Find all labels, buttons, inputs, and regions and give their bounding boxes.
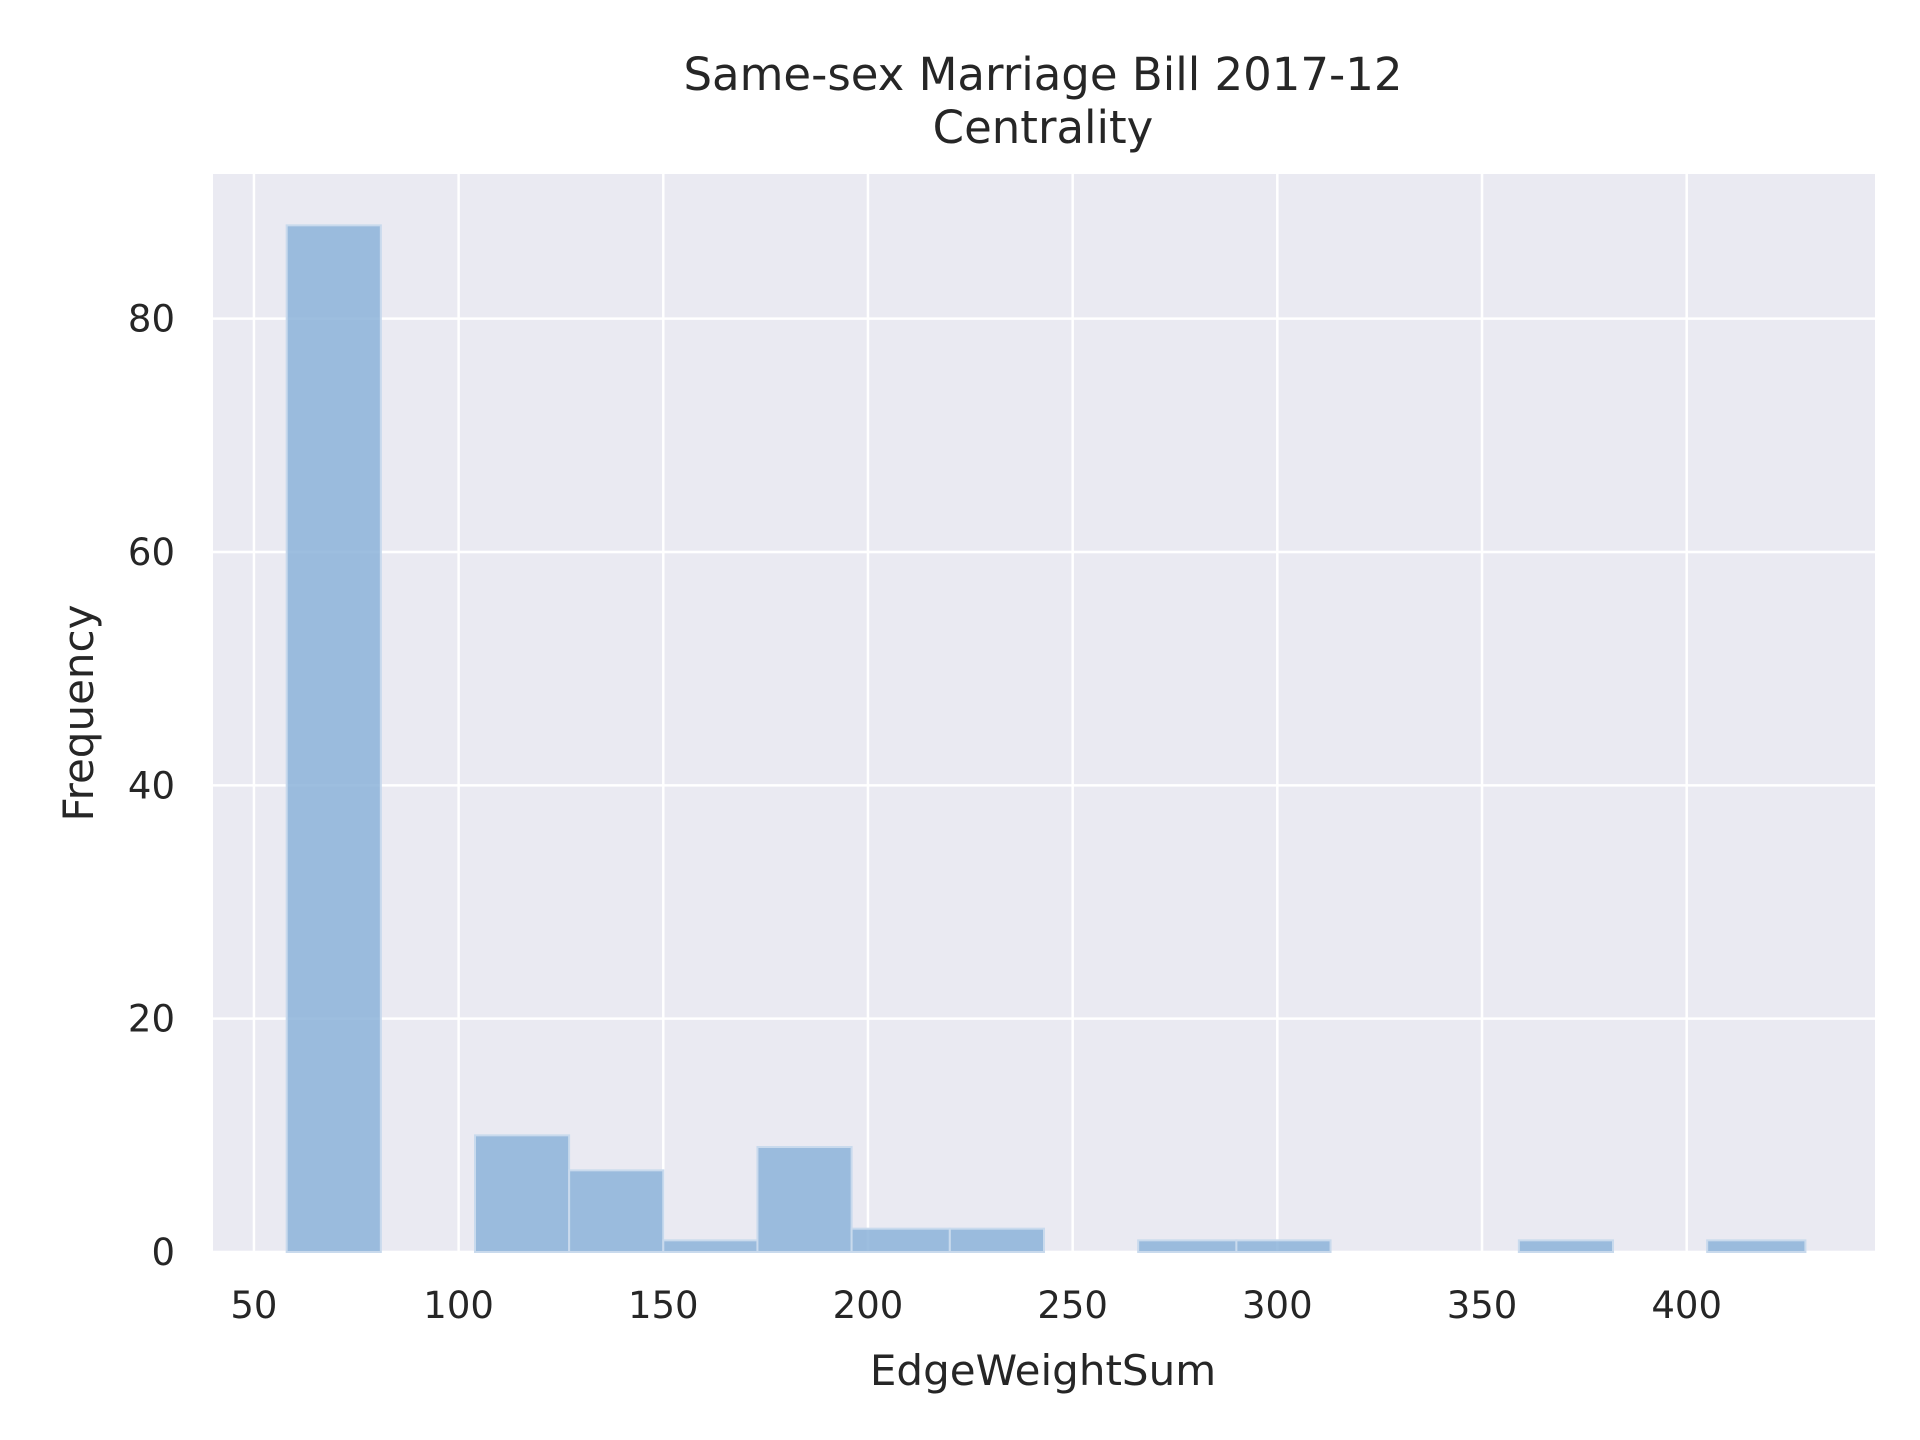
x-axis-ticks: 50 100 150 200 250 300 350 400 bbox=[230, 1284, 1722, 1327]
y-tick-label: 0 bbox=[151, 1231, 175, 1274]
x-tick-label: 100 bbox=[423, 1284, 494, 1327]
x-tick-label: 50 bbox=[230, 1284, 277, 1327]
x-tick-label: 300 bbox=[1242, 1284, 1313, 1327]
histogram-bar bbox=[1706, 1239, 1807, 1254]
histogram-bar bbox=[568, 1169, 665, 1254]
histogram-bars bbox=[285, 224, 1807, 1254]
x-tick-label: 400 bbox=[1651, 1284, 1722, 1327]
chart-subtitle: Centrality bbox=[933, 101, 1154, 154]
chart-title: Same-sex Marriage Bill 2017-12 bbox=[683, 48, 1402, 101]
y-axis-label: Frequency bbox=[54, 605, 103, 822]
y-tick-label: 40 bbox=[128, 764, 175, 807]
x-tick-label: 150 bbox=[628, 1284, 699, 1327]
y-tick-label: 20 bbox=[128, 998, 175, 1041]
x-tick-label: 350 bbox=[1447, 1284, 1518, 1327]
histogram-bar bbox=[1235, 1239, 1332, 1254]
y-tick-label: 60 bbox=[128, 531, 175, 574]
histogram-bar bbox=[756, 1146, 853, 1253]
histogram-bar bbox=[948, 1227, 1045, 1253]
histogram-bar bbox=[1137, 1239, 1238, 1254]
histogram-bar bbox=[850, 1227, 951, 1253]
histogram-bar bbox=[1517, 1239, 1615, 1254]
histogram-bar bbox=[662, 1239, 759, 1254]
histogram-bar bbox=[473, 1134, 571, 1254]
plot-area bbox=[213, 174, 1875, 1252]
x-tick-label: 250 bbox=[1037, 1284, 1108, 1327]
x-axis-label: EdgeWeightSum bbox=[870, 1346, 1216, 1395]
y-axis-ticks: 0 20 40 60 80 bbox=[128, 298, 175, 1274]
x-tick-label: 200 bbox=[833, 1284, 904, 1327]
histogram-bar bbox=[285, 224, 382, 1253]
y-tick-label: 80 bbox=[128, 298, 175, 341]
